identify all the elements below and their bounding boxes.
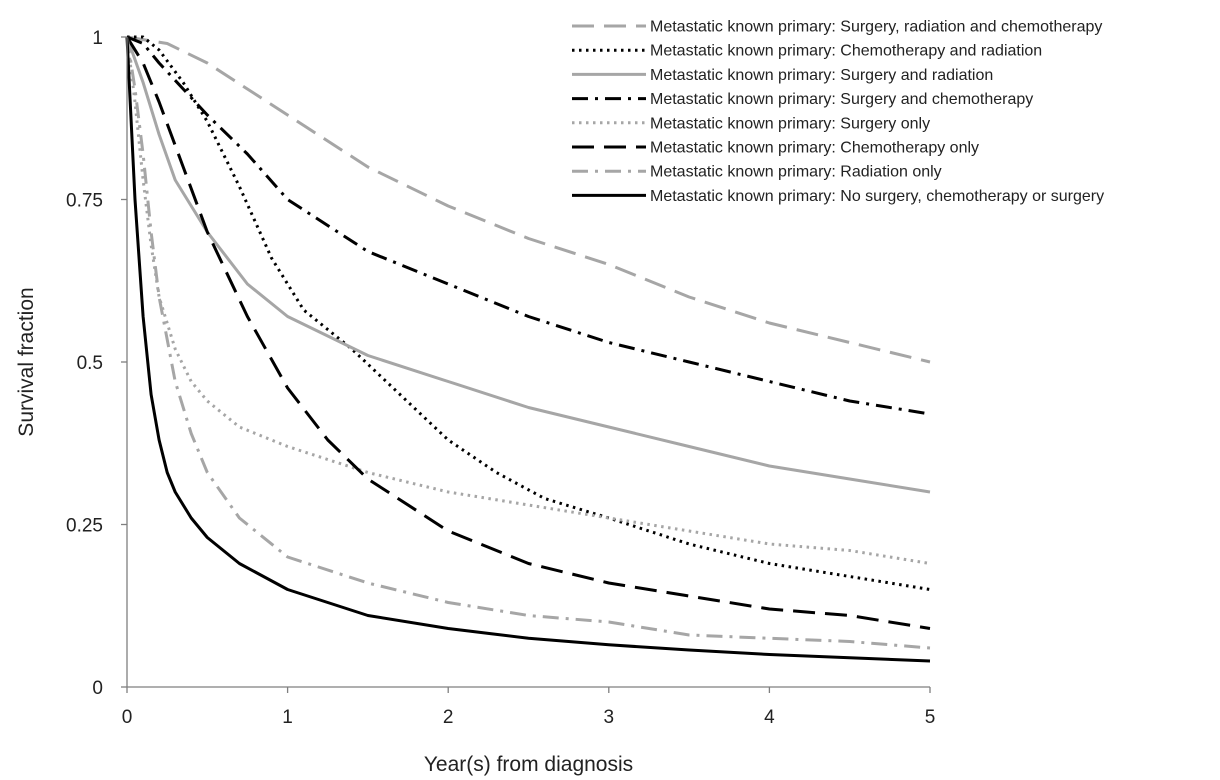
series-layer: [125, 35, 931, 663]
x-tick-label: 3: [604, 707, 615, 728]
legend-label-6: Metastatic known primary: Chemotherapy o…: [650, 140, 979, 157]
x-axis-title: Year(s) from diagnosis: [424, 753, 633, 776]
series-line-6: [125, 36, 931, 630]
series-line-3: [125, 36, 931, 494]
y-axis-title: Survival fraction: [15, 287, 38, 436]
ticks-layer: 0 1 2 3 4 5 0 0.25 0.5 0.75 1: [66, 28, 935, 728]
legend-label-5: Metastatic known primary: Surgery only: [650, 115, 930, 132]
legend-label-1: Metastatic known primary: Surgery, radia…: [650, 19, 1102, 36]
series-line-5: [125, 36, 931, 565]
legend-label-3: Metastatic known primary: Surgery and ra…: [650, 67, 993, 84]
x-tick-label: 1: [282, 707, 293, 728]
legend: Metastatic known primary: Surgery, radia…: [572, 19, 1104, 205]
y-tick-label: 1: [92, 28, 103, 49]
axes-layer: [126, 37, 930, 688]
legend-label-8: Metastatic known primary: No surgery, ch…: [650, 188, 1104, 205]
x-tick-label: 0: [122, 707, 133, 728]
legend-label-2: Metastatic known primary: Chemotherapy a…: [650, 43, 1042, 60]
series-line-1: [126, 35, 931, 364]
x-tick-label: 4: [764, 707, 775, 728]
legend-label-7: Metastatic known primary: Radiation only: [650, 164, 942, 181]
y-tick-label: 0.5: [77, 353, 103, 374]
x-tick-label: 5: [925, 707, 936, 728]
series-line-7: [125, 36, 931, 650]
y-tick-label: 0.75: [66, 191, 103, 212]
y-tick-label: 0: [92, 678, 103, 699]
series-line-2: [127, 35, 931, 591]
legend-label-4: Metastatic known primary: Surgery and ch…: [650, 91, 1033, 108]
x-tick-label: 2: [443, 707, 454, 728]
series-line-8: [125, 36, 931, 663]
y-tick-label: 0.25: [66, 516, 103, 537]
